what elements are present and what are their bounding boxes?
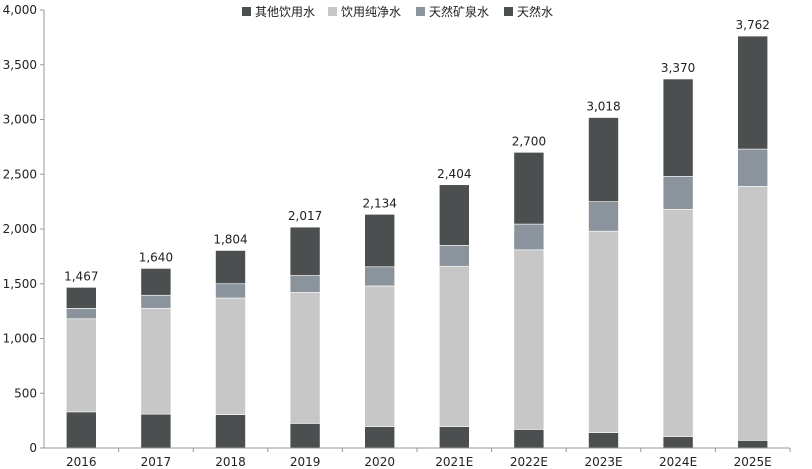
x-tick-label: 2022E	[510, 455, 548, 469]
y-tick-label: 1,500	[3, 277, 37, 291]
y-tick-label: 500	[14, 386, 37, 400]
bar-total-label: 3,018	[586, 100, 620, 114]
bar-segment	[66, 411, 97, 449]
x-tick-label: 2018	[215, 455, 246, 469]
bar-total-label: 3,762	[736, 18, 770, 32]
bar-total-label: 2,017	[288, 209, 322, 223]
x-tick-label: 2017	[141, 455, 172, 469]
y-tick-label: 3,500	[3, 58, 37, 72]
y-tick-label: 0	[29, 441, 37, 455]
legend-swatch	[328, 7, 337, 16]
y-tick-label: 4,000	[3, 3, 37, 17]
bar-total-label: 2,404	[437, 167, 471, 181]
bar-segment	[140, 294, 172, 309]
x-tick-label: 2023E	[584, 455, 622, 469]
y-tick-label: 1,000	[3, 332, 37, 346]
y-tick-label: 2,500	[3, 167, 37, 181]
legend-label: 天然矿泉水	[429, 4, 489, 19]
bar-segment	[662, 176, 694, 210]
bar-segment	[140, 308, 172, 415]
legend-label: 饮用纯净水	[341, 5, 401, 19]
x-tick-label: 2021E	[435, 455, 473, 469]
bar-segment	[588, 432, 619, 449]
bar-segment	[588, 230, 619, 433]
bar-segment	[215, 283, 246, 299]
bar-segment	[215, 250, 246, 285]
bar-segment	[140, 413, 172, 449]
bar-segment	[364, 426, 396, 449]
x-tick-label: 2020	[364, 455, 395, 469]
bar-segment	[588, 201, 619, 232]
bar-segment	[364, 285, 396, 427]
bar-total-label: 1,804	[213, 232, 247, 246]
x-axis: 2016 2017 2018 2019 2020 2021E 2022E 2023E 2024E…	[44, 447, 791, 469]
legend-swatch	[504, 7, 513, 16]
legend-swatch	[416, 7, 425, 16]
bar-segment	[364, 266, 396, 287]
bar-segment	[438, 265, 470, 427]
bar-segment	[588, 117, 619, 202]
bar-segment	[662, 78, 694, 177]
x-tick-label: 2025E	[734, 455, 772, 469]
total-labels: 1,467 1,640 1,804 2,017 2,134 2,404 2,700 3,018…	[64, 18, 770, 283]
y-tick-label: 2,000	[3, 222, 37, 236]
bar-segment	[513, 152, 545, 225]
bar-segment	[364, 214, 396, 268]
x-tick-label: 2016	[66, 455, 97, 469]
bar-segment	[513, 429, 545, 449]
y-axis: 0 500 1,000 1,500 2,000 2,500 3,000 3,500 4,000	[3, 3, 45, 455]
legend-swatch	[242, 7, 251, 16]
bar-segment	[289, 275, 321, 293]
bar-segment	[289, 226, 321, 276]
bar-segment	[438, 245, 470, 267]
chart-legend: 其他饮用水 饮用纯净水 天然矿泉水 天然水	[242, 4, 553, 19]
bar-total-label: 3,370	[661, 61, 695, 75]
bar-total-label: 2,700	[512, 134, 546, 148]
bar-segment	[662, 208, 694, 437]
bar-segment	[737, 148, 769, 187]
bar-segment	[215, 297, 246, 415]
bar-total-label: 1,640	[139, 250, 173, 264]
bar-segment	[513, 249, 545, 430]
y-tick-label: 3,000	[3, 113, 37, 127]
bar-segment	[289, 292, 321, 424]
bar-total-label: 2,134	[363, 196, 397, 210]
bar-segment	[662, 436, 694, 449]
bar-segment	[66, 318, 97, 413]
legend-label: 其他饮用水	[255, 5, 315, 19]
x-tick-label: 2019	[290, 455, 321, 469]
bars-layer	[66, 35, 769, 449]
bar-segment	[737, 185, 769, 441]
bar-segment	[140, 268, 172, 296]
bar-segment	[66, 287, 97, 309]
legend-label: 天然水	[517, 4, 553, 19]
bar-total-label: 1,467	[64, 269, 98, 283]
bar-segment	[737, 440, 769, 449]
bar-segment	[438, 184, 470, 246]
bar-segment	[737, 35, 769, 150]
bar-segment	[438, 426, 470, 449]
bar-segment	[513, 223, 545, 251]
bar-segment	[289, 423, 321, 449]
bar-segment	[66, 308, 97, 320]
x-tick-label: 2024E	[659, 455, 697, 469]
bar-segment	[215, 414, 246, 449]
